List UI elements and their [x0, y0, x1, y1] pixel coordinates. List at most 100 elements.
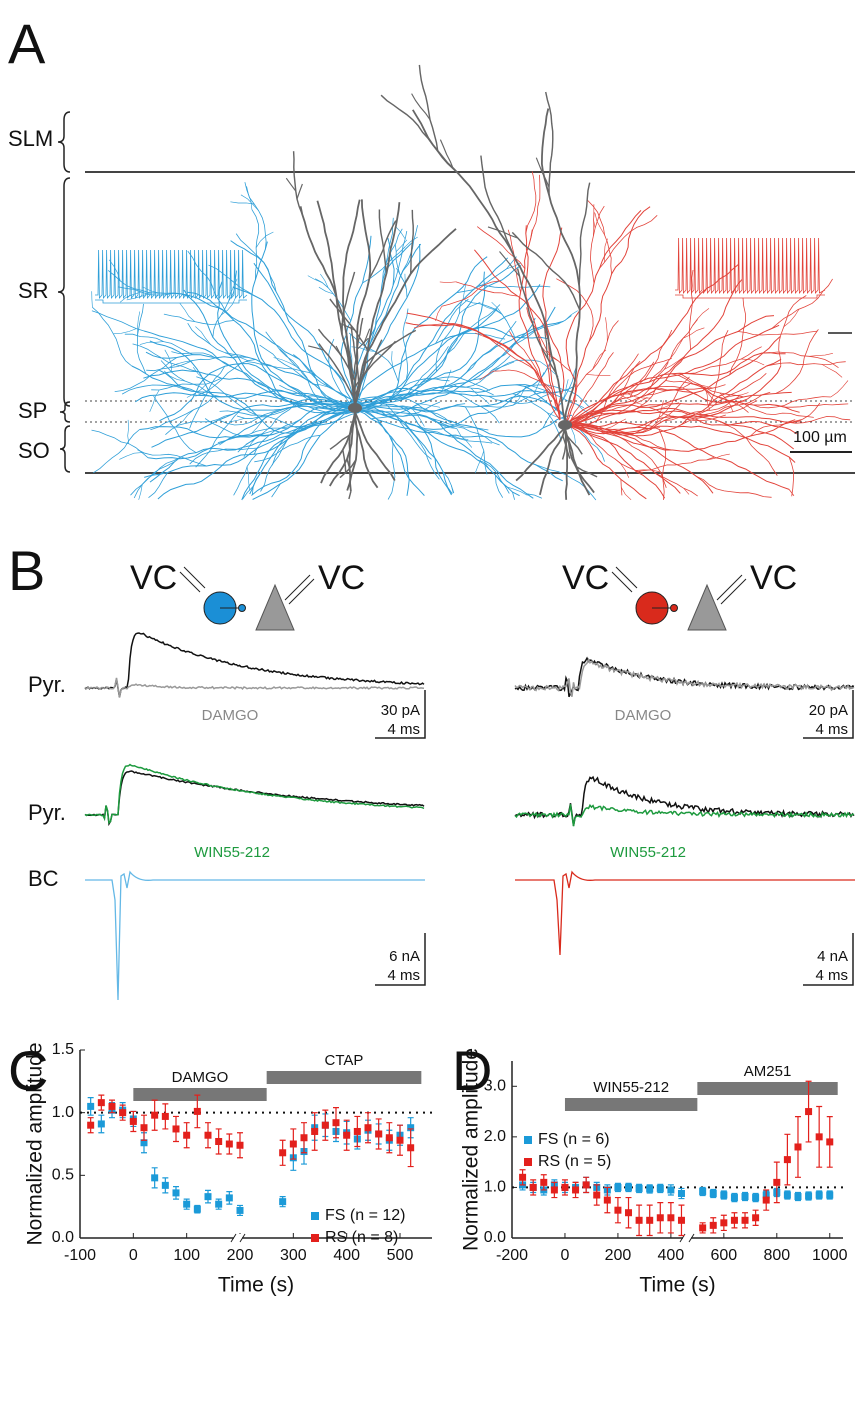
- axis-break: [234, 1234, 242, 1242]
- dendrite: [357, 385, 576, 412]
- dendrite: [273, 357, 296, 367]
- dendrite: [308, 345, 324, 351]
- x-tick-label: 0: [561, 1247, 570, 1264]
- legend-label: FS (n = 12): [325, 1207, 405, 1224]
- dendrite: [564, 358, 782, 437]
- spike-train: [675, 237, 826, 299]
- legend-marker: [311, 1234, 319, 1242]
- dendrite: [139, 341, 164, 345]
- dendrite: [394, 243, 408, 298]
- dendrite: [183, 289, 356, 406]
- dendrite: [265, 331, 315, 385]
- dendrite: [359, 406, 573, 438]
- dendrite: [318, 286, 334, 295]
- dendrite: [243, 437, 257, 458]
- dendrite: [252, 407, 359, 500]
- panel-label: B: [8, 539, 45, 602]
- dendrite: [635, 456, 715, 472]
- data-point: [140, 1139, 148, 1147]
- data-point: [215, 1137, 223, 1145]
- legend-marker: [311, 1212, 319, 1220]
- dendrite: [455, 281, 518, 297]
- x-tick-label: 200: [605, 1247, 632, 1264]
- dendrite: [620, 394, 643, 405]
- data-point: [289, 1140, 297, 1148]
- data-point: [720, 1219, 728, 1227]
- dendrite: [442, 471, 455, 494]
- dendrite: [540, 108, 582, 421]
- dendrite: [299, 206, 356, 406]
- data-point: [805, 1108, 813, 1116]
- trace: [84, 763, 425, 825]
- data-point: [582, 1181, 590, 1189]
- dendrite: [127, 419, 130, 444]
- dendrite: [447, 304, 501, 354]
- x-tick-label: 100: [173, 1247, 200, 1264]
- data-point: [656, 1184, 664, 1192]
- data-point: [119, 1109, 127, 1117]
- dendrite: [346, 458, 352, 483]
- dendrite: [358, 359, 553, 430]
- dendrite: [361, 284, 541, 407]
- dendrite: [778, 295, 807, 366]
- dendrite: [240, 194, 259, 211]
- dendrite: [356, 337, 369, 350]
- dendrite: [391, 351, 396, 375]
- drug-label: CTAP: [325, 1052, 364, 1069]
- data-point: [97, 1099, 105, 1107]
- dendrite: [564, 423, 796, 463]
- dendrite: [91, 310, 145, 332]
- dendrite: [736, 401, 814, 418]
- dendrite: [163, 370, 186, 382]
- dendrite: [594, 361, 655, 414]
- layer-label: SLM: [8, 126, 53, 151]
- data-point: [826, 1138, 834, 1146]
- dendrite: [456, 428, 473, 448]
- dendrite: [91, 429, 149, 459]
- dendrite: [251, 209, 260, 280]
- data-point: [332, 1119, 340, 1127]
- dendrite: [480, 155, 517, 262]
- dendrite: [113, 328, 137, 335]
- trace: [514, 775, 855, 826]
- dendrite: [135, 390, 354, 410]
- dendrite: [556, 278, 594, 342]
- dendrite: [354, 243, 422, 406]
- dendrite: [741, 358, 765, 366]
- x-tick-label: 300: [280, 1247, 307, 1264]
- pyramidal-cell: [687, 583, 727, 631]
- dendrite: [352, 340, 397, 390]
- dendrite: [459, 282, 467, 306]
- dendrite: [670, 338, 684, 359]
- dendrite: [421, 376, 490, 391]
- brace: [59, 425, 71, 473]
- dendrite: [604, 238, 608, 263]
- data-point: [215, 1200, 223, 1208]
- data-point: [300, 1134, 308, 1142]
- dendrite: [525, 171, 537, 234]
- pipette: [716, 574, 747, 605]
- dendrite: [354, 243, 421, 406]
- dendrite: [688, 269, 694, 350]
- drug-label: WIN55-212: [593, 1079, 669, 1096]
- dendrite: [570, 352, 614, 420]
- dendrite: [186, 383, 207, 398]
- x-tick-label: -200: [496, 1247, 528, 1264]
- data-point: [625, 1183, 633, 1191]
- dendrite: [687, 346, 762, 374]
- data-point: [741, 1216, 749, 1224]
- dendrite: [236, 415, 307, 430]
- data-point: [172, 1125, 180, 1133]
- legend-marker: [524, 1158, 532, 1166]
- dendrite: [564, 415, 798, 435]
- dendrite: [230, 201, 255, 205]
- dendrite: [435, 305, 461, 372]
- dendrite: [241, 407, 362, 501]
- dendrite: [351, 317, 364, 382]
- dendrite: [164, 349, 173, 373]
- dendrite: [255, 231, 274, 248]
- trace-label: Pyr.: [28, 672, 66, 697]
- trace: [84, 677, 425, 698]
- x-tick-label: 500: [387, 1247, 414, 1264]
- data-point: [709, 1221, 717, 1229]
